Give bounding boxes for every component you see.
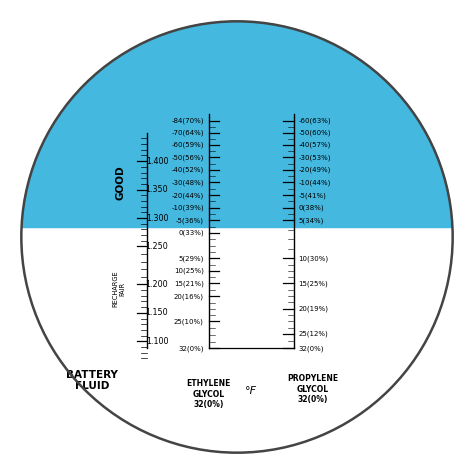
Text: -60(63%): -60(63%) — [299, 118, 331, 124]
Text: -10(39%): -10(39%) — [171, 204, 204, 211]
Text: 32(0%): 32(0%) — [299, 345, 324, 352]
Text: -70(64%): -70(64%) — [171, 129, 204, 136]
Text: -10(44%): -10(44%) — [299, 179, 331, 186]
Text: 1.300: 1.300 — [146, 214, 168, 222]
Text: 1.350: 1.350 — [146, 185, 168, 194]
Text: PROPYLENE
GLYCOL
32(0%): PROPYLENE GLYCOL 32(0%) — [287, 374, 338, 404]
Text: -84(70%): -84(70%) — [171, 118, 204, 124]
Text: -20(49%): -20(49%) — [299, 166, 331, 173]
Text: °F: °F — [245, 386, 257, 396]
Text: -40(57%): -40(57%) — [299, 141, 331, 148]
Text: 5(34%): 5(34%) — [299, 217, 324, 224]
Text: BATTERY
FLUID: BATTERY FLUID — [66, 370, 118, 392]
Text: -50(60%): -50(60%) — [299, 129, 331, 136]
Text: -30(48%): -30(48%) — [171, 179, 204, 186]
Text: FAIR: FAIR — [119, 282, 125, 296]
Text: 1.200: 1.200 — [146, 280, 168, 289]
Text: -60(59%): -60(59%) — [171, 141, 204, 148]
Text: 15(25%): 15(25%) — [299, 280, 328, 287]
Text: 1.150: 1.150 — [146, 309, 168, 317]
Text: 20(16%): 20(16%) — [174, 293, 204, 300]
Text: 25(12%): 25(12%) — [299, 331, 328, 337]
Text: -5(36%): -5(36%) — [176, 217, 204, 224]
Text: 1.100: 1.100 — [146, 337, 168, 346]
Polygon shape — [21, 21, 453, 228]
Text: -50(56%): -50(56%) — [172, 154, 204, 161]
Text: GOOD: GOOD — [116, 165, 126, 200]
Text: 10(30%): 10(30%) — [299, 255, 329, 262]
Text: -20(44%): -20(44%) — [172, 192, 204, 199]
Text: 5(29%): 5(29%) — [178, 255, 204, 262]
Text: -5(41%): -5(41%) — [299, 192, 327, 199]
Text: 32(0%): 32(0%) — [178, 345, 204, 352]
Text: RECHARGE: RECHARGE — [112, 271, 118, 308]
Text: 10(25%): 10(25%) — [174, 268, 204, 274]
Text: 0(38%): 0(38%) — [299, 204, 324, 211]
Text: -30(53%): -30(53%) — [299, 154, 331, 161]
Text: 1.250: 1.250 — [146, 242, 168, 251]
Text: 20(19%): 20(19%) — [299, 305, 328, 312]
Text: 15(21%): 15(21%) — [174, 280, 204, 287]
Text: ETHYLENE
GLYCOL
32(0%): ETHYLENE GLYCOL 32(0%) — [186, 379, 231, 409]
Text: 25(10%): 25(10%) — [174, 318, 204, 325]
Text: -40(52%): -40(52%) — [172, 166, 204, 173]
Text: 1.400: 1.400 — [146, 157, 168, 165]
Text: 0(33%): 0(33%) — [178, 230, 204, 237]
Circle shape — [21, 21, 453, 453]
